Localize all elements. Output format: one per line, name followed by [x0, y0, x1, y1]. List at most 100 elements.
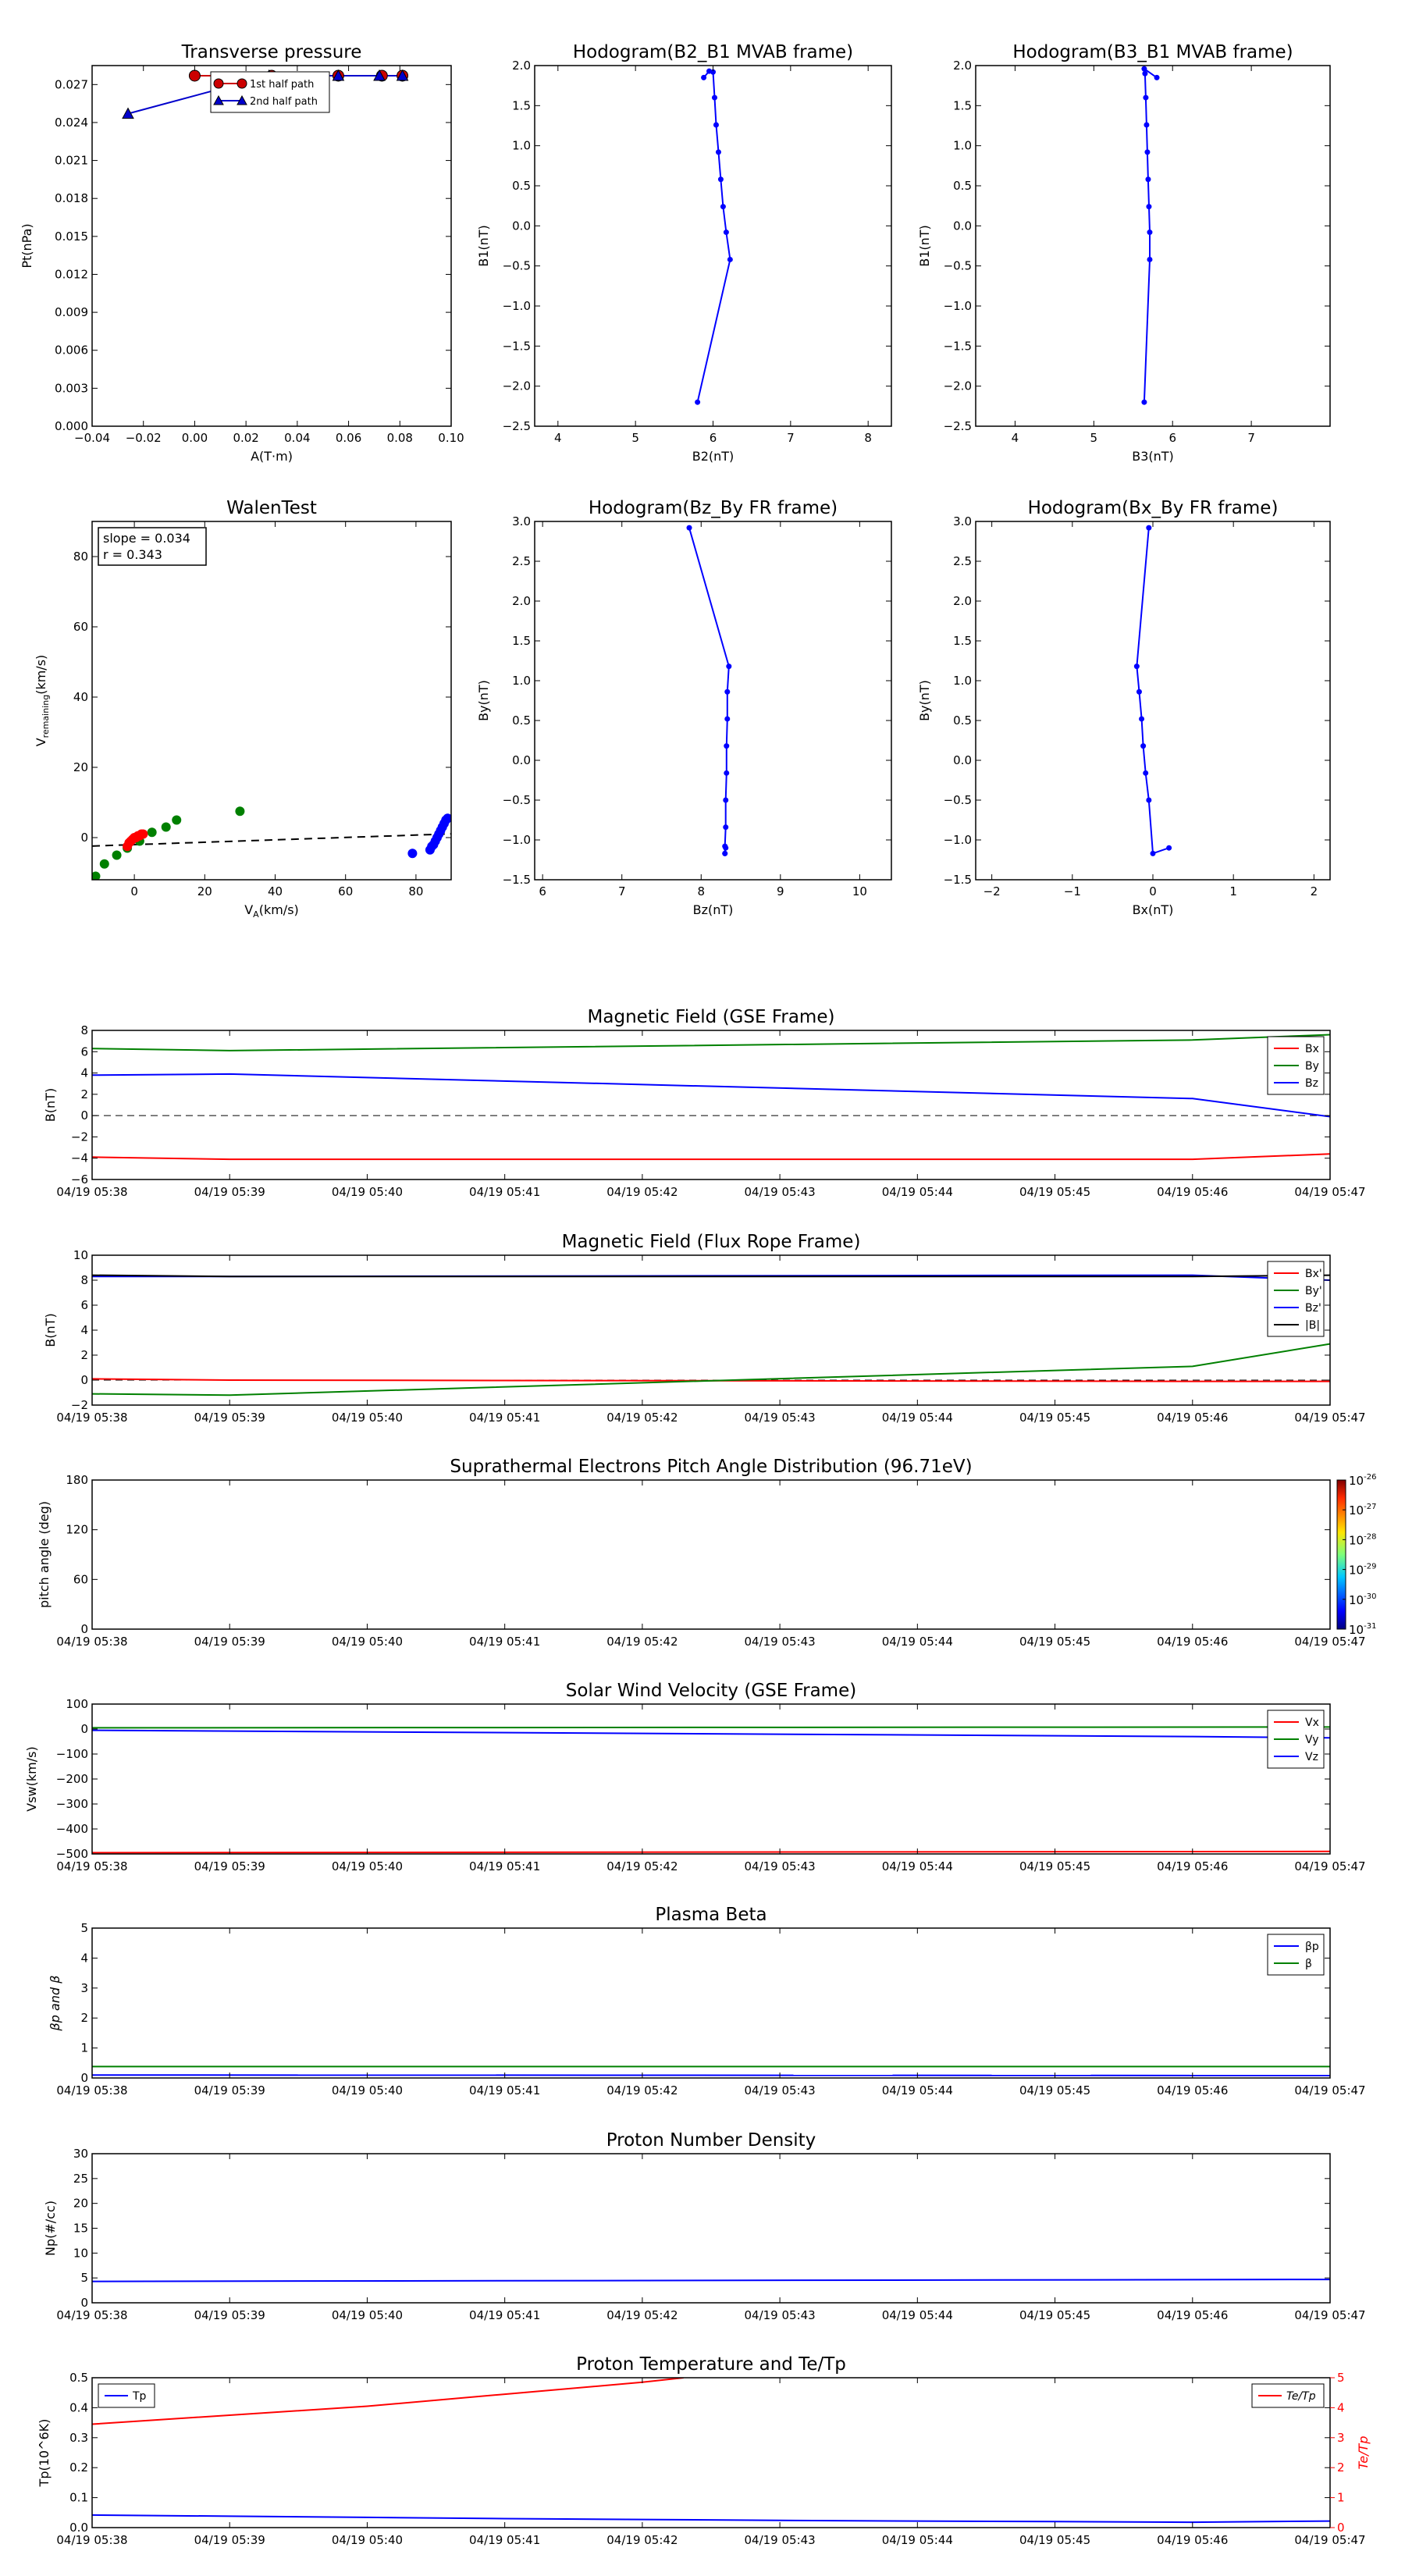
- legend-label: β: [1305, 1958, 1312, 1970]
- y2-tick-label: 4: [1337, 2400, 1345, 2414]
- y-tick-label: 0.3: [69, 2431, 88, 2445]
- y-axis-label: Np(#/cc): [43, 2201, 58, 2256]
- x-tick-label: 04/19 05:45: [1019, 1185, 1090, 1199]
- x-tick-label: 04/19 05:43: [744, 1859, 815, 1873]
- y-tick-label: 3: [80, 1981, 88, 1995]
- y-tick-label: 0.018: [55, 191, 88, 205]
- legend-label: Vz: [1305, 1751, 1318, 1763]
- x-tick-label: 04/19 05:47: [1294, 1635, 1365, 1649]
- plot-frame: [91, 521, 452, 881]
- legend-label: Tp: [132, 2390, 147, 2403]
- data-point: [99, 859, 109, 869]
- y-tick-label: 0.0: [953, 219, 972, 233]
- x-tick-label: 04/19 05:43: [744, 1185, 815, 1199]
- colorbar-label-exponent: -27: [1364, 1503, 1376, 1511]
- y-tick-label: 4: [80, 1066, 88, 1080]
- data-point: [1146, 525, 1152, 531]
- chart-title: Suprathermal Electrons Pitch Angle Distr…: [450, 1457, 972, 1477]
- y-tick-label: 0: [80, 1108, 88, 1123]
- y-tick-label: 1.0: [512, 139, 531, 153]
- x-tick-label: 04/19 05:43: [744, 2533, 815, 2547]
- y-tick-label: 1.5: [512, 634, 531, 648]
- y-tick-label: 8: [80, 1023, 88, 1037]
- plot-area: [695, 68, 733, 405]
- x-tick-label: 04/19 05:47: [1294, 2533, 1365, 2547]
- x-tick-label: 04/19 05:39: [194, 2533, 265, 2547]
- chart-title: Hodogram(B3_B1 MVAB frame): [1012, 42, 1293, 62]
- y-axis-label: B1(nT): [476, 225, 491, 267]
- legend-label: Bx': [1305, 1268, 1322, 1280]
- stats-text: r = 0.343: [103, 547, 162, 562]
- y-tick-label: 60: [73, 1572, 88, 1586]
- panel-h3: Hodogram(Bz_By FR frame) −1.5 −1.0 −0.5 0.0 0…: [476, 498, 892, 917]
- colorbar-label: 10-31: [1349, 1622, 1376, 1637]
- x-tick-label: −2: [984, 884, 1001, 898]
- colorbar-label: 10-28: [1349, 1532, 1376, 1547]
- data-point: [1154, 74, 1160, 80]
- panel-tp: Transverse pressure 0.000 0.003 0.006 0.009 0…: [20, 42, 464, 464]
- data-point: [720, 204, 726, 210]
- y-tick-label: 0.009: [55, 305, 88, 319]
- data-point: [706, 68, 713, 74]
- y-axis-label: B(nT): [43, 1088, 58, 1122]
- x-tick-label: 80: [408, 884, 423, 898]
- x-axis-label: B2(nT): [692, 449, 735, 464]
- colorbar-label-base: 10: [1349, 1564, 1364, 1578]
- x-tick-label: 8: [864, 431, 872, 445]
- y-tick-label: −1.0: [944, 833, 972, 847]
- x-tick-label: 04/19 05:44: [882, 2533, 953, 2547]
- x-tick-label: 04/19 05:41: [469, 1859, 540, 1873]
- x-tick-label: 9: [777, 884, 784, 898]
- y-tick-label: 6: [80, 1298, 88, 1312]
- x-tick-label: 5: [631, 431, 639, 445]
- x-tick-label: 1: [1229, 884, 1237, 898]
- y-tick-label: −100: [56, 1747, 88, 1761]
- y-axis-label: By(nT): [917, 680, 932, 721]
- y-tick-label: 1.0: [953, 139, 972, 153]
- x-tick-label: 04/19 05:42: [606, 2533, 678, 2547]
- x-tick-label: 0.06: [336, 431, 361, 445]
- chart-title: Proton Temperature and Te/Tp: [576, 2354, 846, 2375]
- data-point: [1144, 149, 1151, 155]
- data-point: [1141, 399, 1147, 405]
- y-tick-label: 0: [80, 2071, 88, 2085]
- x-tick-label: 04/19 05:42: [606, 2083, 678, 2097]
- series-line: [92, 1153, 1330, 1161]
- data-point: [1133, 664, 1140, 670]
- data-point: [724, 688, 731, 695]
- legend-marker: [213, 94, 224, 105]
- data-point: [726, 664, 732, 670]
- x-tick-label: 04/19 05:44: [882, 2083, 953, 2097]
- data-point: [122, 107, 134, 119]
- x-axis-label: Bz(nT): [693, 902, 734, 917]
- x-tick-label: 8: [697, 884, 705, 898]
- y-axis-label: Pt(nPa): [20, 223, 34, 268]
- panel-h2: Hodogram(B3_B1 MVAB frame) −2.5 −2.0 −1.5 −1…: [917, 42, 1331, 464]
- x-tick-label: 04/19 05:39: [194, 1411, 265, 1425]
- data-point: [1145, 176, 1151, 183]
- y-tick-label: 4: [80, 1323, 88, 1337]
- x-tick-label: 04/19 05:44: [882, 1859, 953, 1873]
- y-tick-label: 0: [80, 1722, 88, 1736]
- y-tick-label: 0.015: [55, 229, 88, 244]
- colorbar-label-exponent: -29: [1364, 1563, 1376, 1571]
- data-point: [1147, 229, 1153, 236]
- y-tick-label: 0.2: [69, 2460, 88, 2475]
- colorbar-label-exponent: -26: [1364, 1473, 1376, 1482]
- x-axis-label: Bx(nT): [1133, 902, 1174, 917]
- y-tick-label: 1.5: [953, 634, 972, 648]
- x-tick-label: 40: [268, 884, 283, 898]
- x-tick-label: 04/19 05:41: [469, 2533, 540, 2547]
- series-line: [92, 1274, 1330, 1278]
- y-tick-label: 2.5: [953, 554, 972, 568]
- colorbar-label: 10-27: [1349, 1503, 1376, 1517]
- x-tick-label: 04/19 05:39: [194, 1635, 265, 1649]
- y-tick-label: 5: [80, 1921, 88, 1935]
- colorbar-label-base: 10: [1349, 1474, 1364, 1488]
- y-axis-label: By(nT): [476, 680, 491, 721]
- y-tick-label: 2.5: [512, 554, 531, 568]
- y-tick-label: 2.0: [953, 594, 972, 608]
- x-tick-label: 6: [1168, 431, 1176, 445]
- data-point: [717, 176, 724, 183]
